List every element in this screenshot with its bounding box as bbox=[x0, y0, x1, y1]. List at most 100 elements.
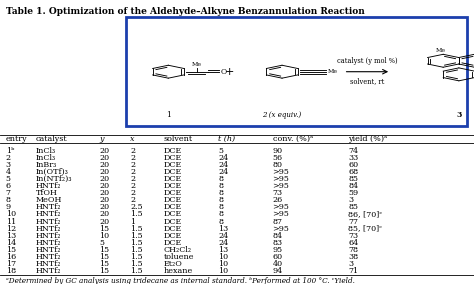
Text: 3: 3 bbox=[6, 161, 11, 169]
Text: 94: 94 bbox=[273, 267, 283, 275]
Text: HNTf₂: HNTf₂ bbox=[36, 267, 61, 275]
Text: Et₂O: Et₂O bbox=[164, 260, 182, 268]
Text: 2: 2 bbox=[130, 147, 136, 154]
Text: 38: 38 bbox=[348, 253, 358, 261]
Text: 1.5: 1.5 bbox=[130, 246, 143, 254]
Text: 1: 1 bbox=[166, 111, 171, 119]
Text: 78: 78 bbox=[348, 246, 358, 254]
Text: 87: 87 bbox=[273, 218, 283, 225]
Text: 33: 33 bbox=[348, 154, 359, 162]
Text: MeOH: MeOH bbox=[36, 196, 62, 204]
Text: HNTf₂: HNTf₂ bbox=[36, 246, 61, 254]
Text: 2 (x equiv.): 2 (x equiv.) bbox=[263, 111, 301, 119]
Text: 15: 15 bbox=[100, 225, 109, 233]
Text: 20: 20 bbox=[100, 189, 109, 197]
Text: 8: 8 bbox=[218, 196, 223, 204]
Text: 13: 13 bbox=[6, 232, 16, 240]
Text: 5: 5 bbox=[100, 239, 105, 247]
Text: 60: 60 bbox=[273, 253, 283, 261]
Text: 95: 95 bbox=[273, 246, 283, 254]
Text: hexane: hexane bbox=[164, 267, 193, 275]
Text: 8: 8 bbox=[218, 210, 223, 218]
Text: 77: 77 bbox=[348, 218, 358, 225]
Text: catalyst (y mol %): catalyst (y mol %) bbox=[337, 57, 398, 64]
Text: 17: 17 bbox=[6, 260, 16, 268]
Text: HNTf₂: HNTf₂ bbox=[36, 260, 61, 268]
Text: ᵃDetermined by GC analysis using tridecane as internal standard. ᵇPerformed at 1: ᵃDetermined by GC analysis using trideca… bbox=[6, 277, 355, 284]
Text: entry: entry bbox=[6, 135, 27, 143]
Text: >95: >95 bbox=[273, 168, 290, 176]
Text: HNTf₂: HNTf₂ bbox=[36, 218, 61, 225]
Text: 15: 15 bbox=[100, 253, 109, 261]
Text: 68: 68 bbox=[348, 168, 358, 176]
Text: 10: 10 bbox=[6, 210, 16, 218]
Text: 10: 10 bbox=[218, 267, 228, 275]
Text: y: y bbox=[100, 135, 104, 143]
Text: 18: 18 bbox=[6, 267, 16, 275]
Text: 84: 84 bbox=[348, 182, 358, 190]
Text: HNTf₂: HNTf₂ bbox=[36, 210, 61, 218]
Text: 14: 14 bbox=[6, 239, 16, 247]
Text: 64: 64 bbox=[348, 239, 359, 247]
Text: 20: 20 bbox=[100, 154, 109, 162]
Text: 20: 20 bbox=[100, 196, 109, 204]
Text: 20: 20 bbox=[100, 210, 109, 218]
Text: HNTf₂: HNTf₂ bbox=[36, 182, 61, 190]
Text: >95: >95 bbox=[273, 225, 290, 233]
Text: 73: 73 bbox=[348, 232, 358, 240]
Text: 2: 2 bbox=[130, 154, 136, 162]
Text: 2: 2 bbox=[130, 196, 136, 204]
Text: 26: 26 bbox=[273, 196, 283, 204]
Text: 20: 20 bbox=[100, 168, 109, 176]
Text: 24: 24 bbox=[218, 161, 228, 169]
Text: 24: 24 bbox=[218, 232, 228, 240]
Text: DCE: DCE bbox=[164, 239, 182, 247]
Text: 2.5: 2.5 bbox=[130, 203, 143, 211]
Text: 20: 20 bbox=[100, 161, 109, 169]
Text: InCl₃: InCl₃ bbox=[36, 147, 55, 154]
Text: 16: 16 bbox=[6, 253, 16, 261]
Text: yield (%)ᵃ: yield (%)ᵃ bbox=[348, 135, 388, 143]
Text: InBr₃: InBr₃ bbox=[36, 161, 57, 169]
Text: 40: 40 bbox=[273, 260, 283, 268]
Text: DCE: DCE bbox=[164, 182, 182, 190]
Text: 3: 3 bbox=[348, 260, 354, 268]
Text: 24: 24 bbox=[218, 154, 228, 162]
Text: DCE: DCE bbox=[164, 189, 182, 197]
Text: 20: 20 bbox=[100, 175, 109, 183]
Text: InCl₃: InCl₃ bbox=[36, 154, 55, 162]
Text: 8: 8 bbox=[218, 189, 223, 197]
Text: 59: 59 bbox=[348, 189, 358, 197]
Text: 84: 84 bbox=[273, 232, 283, 240]
Text: TfOH: TfOH bbox=[36, 189, 57, 197]
Text: 11: 11 bbox=[6, 218, 16, 225]
Text: DCE: DCE bbox=[164, 154, 182, 162]
Text: 12: 12 bbox=[6, 225, 16, 233]
Text: Table 1. Optimization of the Aldehyde–Alkyne Benzannulation Reaction: Table 1. Optimization of the Aldehyde–Al… bbox=[6, 7, 365, 16]
Text: 83: 83 bbox=[273, 239, 283, 247]
Text: 73: 73 bbox=[273, 189, 283, 197]
Text: 1ᵇ: 1ᵇ bbox=[6, 147, 14, 154]
Text: 20: 20 bbox=[100, 203, 109, 211]
Text: 2: 2 bbox=[130, 161, 136, 169]
Text: 2: 2 bbox=[130, 175, 136, 183]
Text: CH₂Cl₂: CH₂Cl₂ bbox=[164, 246, 191, 254]
Text: 10: 10 bbox=[218, 253, 228, 261]
Text: >95: >95 bbox=[273, 182, 290, 190]
Text: HNTf₂: HNTf₂ bbox=[36, 253, 61, 261]
Text: 2: 2 bbox=[6, 154, 11, 162]
Text: 8: 8 bbox=[6, 196, 11, 204]
Text: 3: 3 bbox=[456, 111, 462, 119]
Text: t (h): t (h) bbox=[218, 135, 235, 143]
Text: In(NTf₂)₃: In(NTf₂)₃ bbox=[36, 175, 72, 183]
Text: 1.5: 1.5 bbox=[130, 210, 143, 218]
Text: DCE: DCE bbox=[164, 175, 182, 183]
Text: +: + bbox=[225, 67, 235, 77]
Text: 60: 60 bbox=[348, 161, 358, 169]
Text: 3: 3 bbox=[348, 196, 354, 204]
Text: 15: 15 bbox=[100, 267, 109, 275]
Text: >95: >95 bbox=[273, 210, 290, 218]
Text: 8: 8 bbox=[218, 218, 223, 225]
Text: 1.5: 1.5 bbox=[130, 239, 143, 247]
Text: DCE: DCE bbox=[164, 232, 182, 240]
